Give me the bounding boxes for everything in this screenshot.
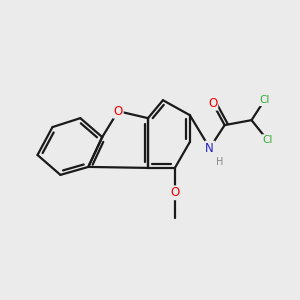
- Text: N: N: [205, 142, 214, 154]
- Text: O: O: [170, 186, 179, 199]
- Text: Cl: Cl: [262, 135, 273, 145]
- Text: O: O: [208, 97, 217, 110]
- Text: Cl: Cl: [259, 95, 270, 105]
- Text: O: O: [113, 105, 123, 118]
- Text: H: H: [216, 157, 224, 167]
